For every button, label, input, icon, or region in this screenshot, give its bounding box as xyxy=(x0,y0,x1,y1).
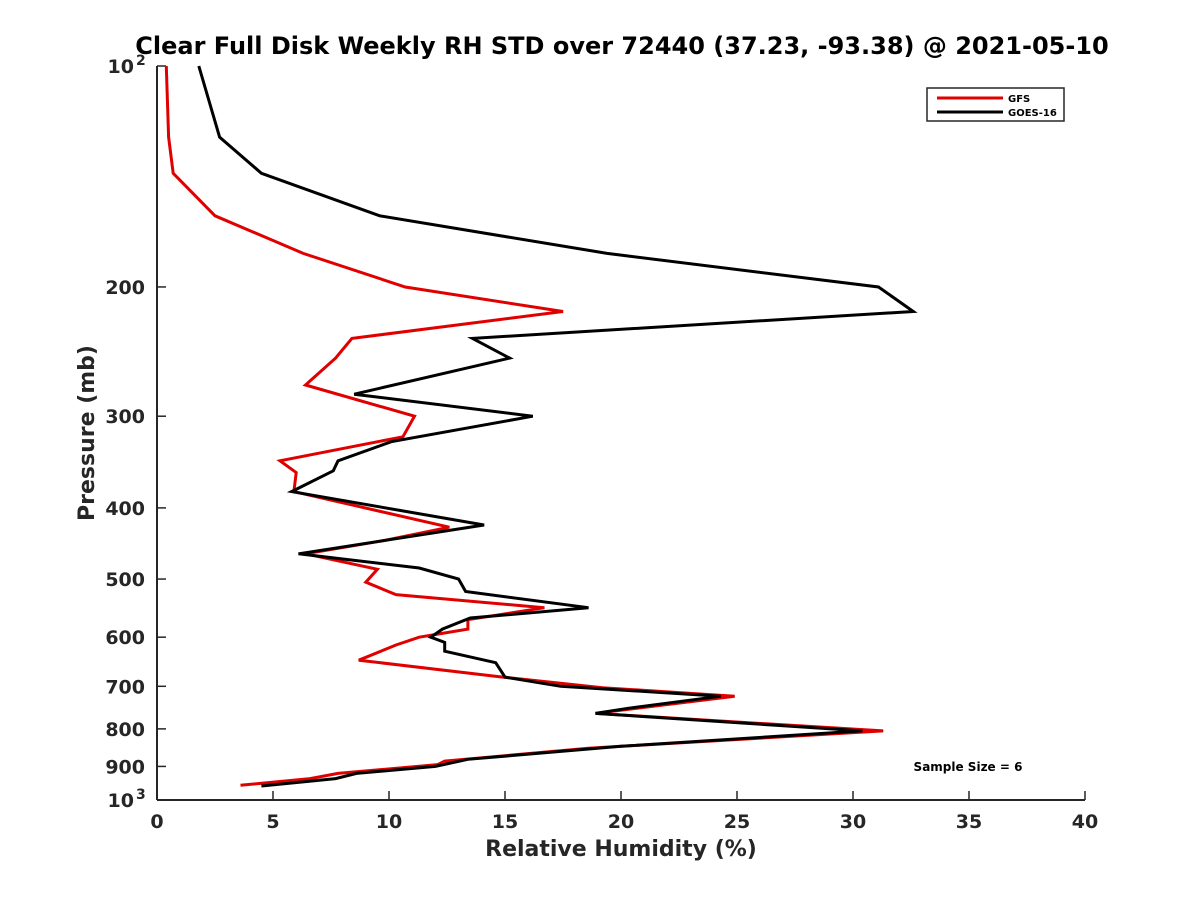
sample-size-annotation: Sample Size = 6 xyxy=(914,760,1023,774)
y-tick-label: 200 xyxy=(105,277,145,299)
y-tick-label: 10 xyxy=(108,56,134,78)
y-tick-label: 800 xyxy=(105,719,145,741)
series-line-gfs xyxy=(164,65,884,787)
y-tick-label: 600 xyxy=(105,627,145,649)
x-tick-label: 25 xyxy=(724,811,750,833)
x-tick-label: 30 xyxy=(840,811,866,833)
x-tick-label: 15 xyxy=(492,811,518,833)
x-tick-label: 0 xyxy=(150,811,163,833)
x-tick-label: 5 xyxy=(266,811,279,833)
series-lines xyxy=(164,65,918,788)
legend-label-gfs: GFS xyxy=(1008,94,1030,105)
y-axis-label: Pressure (mb) xyxy=(75,345,100,521)
y-tick-exponent: 3 xyxy=(136,787,146,803)
y-tick-label: 300 xyxy=(105,406,145,428)
series-line-goes-16 xyxy=(197,65,918,788)
x-axis-label: Relative Humidity (%) xyxy=(485,837,757,862)
x-tick-label: 35 xyxy=(956,811,982,833)
x-axis-ticks: 0 5 10 15 20 25 30 35 40 xyxy=(150,791,1098,833)
legend-box xyxy=(926,87,1065,122)
y-tick-label: 400 xyxy=(105,498,145,520)
legend: GFS GOES-16 xyxy=(926,87,1065,122)
axes xyxy=(156,66,1085,801)
x-tick-label: 40 xyxy=(1072,811,1098,833)
x-tick-label: 10 xyxy=(376,811,402,833)
legend-label-goes-16: GOES-16 xyxy=(1008,108,1057,119)
y-tick-exponent: 2 xyxy=(136,53,146,69)
y-tick-label: 900 xyxy=(105,756,145,778)
x-tick-label: 20 xyxy=(608,811,634,833)
chart-title: Clear Full Disk Weekly RH STD over 72440… xyxy=(135,32,1108,60)
y-tick-label: 10 xyxy=(108,790,134,812)
y-tick-label: 500 xyxy=(105,569,145,591)
y-tick-label: 700 xyxy=(105,676,145,698)
